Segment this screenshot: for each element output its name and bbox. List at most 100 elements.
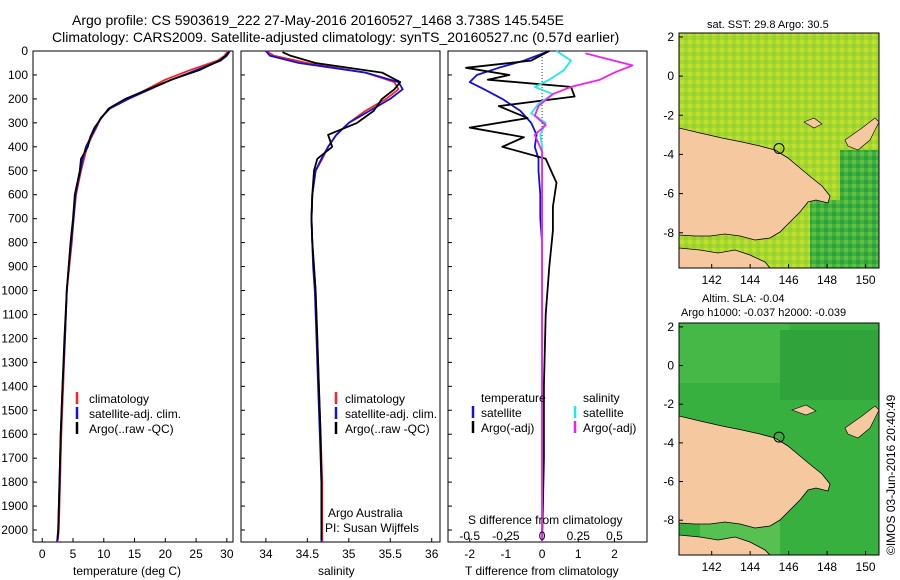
map-x-tick-label: 150 xyxy=(856,273,876,287)
x-tick-label: 30 xyxy=(220,547,234,561)
legend-label-s-satellite: satellite xyxy=(583,406,624,420)
depth-tick-label: 1800 xyxy=(1,475,28,489)
difference-xlabel-salinity: S difference from climatology xyxy=(468,513,623,527)
credit: ©IMOS 03-Jun-2016 20:40:49 xyxy=(884,394,898,555)
salinity-xlabel: salinity xyxy=(318,564,355,578)
map-y-tick-label: -4 xyxy=(663,147,674,161)
sla-map-subtitle: Argo h1000: -0.037 h2000: -0.039 xyxy=(681,307,846,319)
salinity-panel xyxy=(240,50,441,543)
depth-tick-label: 500 xyxy=(8,164,28,178)
map-x-tick-label: 146 xyxy=(779,560,799,574)
depth-tick-label: 1600 xyxy=(1,427,28,441)
sla-map-frame xyxy=(678,322,880,556)
map-y-tick-label: -2 xyxy=(663,108,674,122)
difference-plot: -2 -1 0 1 2 xyxy=(464,50,634,561)
map-y-tick-label: 0 xyxy=(667,359,674,373)
series-argo xyxy=(56,51,230,540)
map-y-tick-label: -4 xyxy=(663,436,674,450)
difference-salinity-ticks: -0.5 -0.25 0 0.25 0.5 xyxy=(459,529,623,543)
depth-tick-label: 100 xyxy=(8,68,28,82)
map-y-tick-label: -6 xyxy=(663,187,674,201)
x-tick-label: -1 xyxy=(501,547,512,561)
map-x-tick-label: 144 xyxy=(740,273,760,287)
depth-tick-label: 300 xyxy=(8,116,28,130)
sst-map-title: sat. SST: 29.8 Argo: 30.5 xyxy=(707,19,829,31)
series-satellite xyxy=(56,50,231,543)
sla-map-title: Altim. SLA: -0.04 xyxy=(702,293,785,305)
legend-label-climatology: climatology xyxy=(89,392,149,406)
legend-title-salinity: salinity xyxy=(583,391,620,405)
depth-tick-label: 800 xyxy=(8,236,28,250)
depth-tick-label: 0 xyxy=(21,44,28,58)
land-island xyxy=(803,117,823,129)
x-tick-label-salinity: 0.5 xyxy=(606,529,623,543)
x-tick-label-salinity: -0.5 xyxy=(459,529,480,543)
series-satellite xyxy=(265,50,404,542)
x-tick-label: 20 xyxy=(159,547,173,561)
map-y-tick-label: 2 xyxy=(667,30,674,44)
legend-label-climatology: climatology xyxy=(345,392,405,406)
legend-label-s-argo: Argo(-adj) xyxy=(583,421,636,435)
map-y-tick-label: -8 xyxy=(663,226,674,240)
salinity-annotation-2: PI: Susan Wijffels xyxy=(325,521,419,535)
depth-tick-label: 400 xyxy=(8,140,28,154)
depth-tick-label: 1100 xyxy=(2,307,28,321)
x-tick-label: 5 xyxy=(70,547,77,561)
x-tick-label: 1 xyxy=(575,547,582,561)
land-new-britain xyxy=(844,405,879,439)
map-y-tick-label: -2 xyxy=(663,397,674,411)
header-line-2: Climatology: CARS2009. Satellite-adjuste… xyxy=(52,29,619,45)
depth-tick-label: 1000 xyxy=(1,284,28,298)
x-tick-label: 15 xyxy=(128,547,142,561)
depth-tick-label: 600 xyxy=(8,188,28,202)
sst-map-frame xyxy=(678,32,880,269)
land-island xyxy=(791,404,817,416)
salinity-legend: climatology satellite-adj. clim. Argo(..… xyxy=(334,392,437,436)
depth-tick-label: 1900 xyxy=(1,499,28,513)
depth-tick-label: 1400 xyxy=(1,379,28,393)
depth-tick-label: 2000 xyxy=(1,523,28,537)
salinity-annotation-1: Argo Australia xyxy=(328,506,403,520)
sla-map-ticks: 142 144 146 148 150 2 0 -2 -4 -6 -8 xyxy=(663,320,876,574)
map-y-tick-label: 0 xyxy=(667,69,674,83)
depth-tick-label: 200 xyxy=(8,92,28,106)
legend-label-argo: Argo(..raw -QC) xyxy=(89,422,174,436)
map-y-tick-label: -6 xyxy=(663,475,674,489)
map-x-tick-label: 142 xyxy=(702,560,722,574)
x-tick-label: 10 xyxy=(97,547,111,561)
map-x-tick-label: 150 xyxy=(856,560,876,574)
temperature-plot: 0 5 10 15 20 25 30 xyxy=(39,50,234,561)
series-t-satellite xyxy=(468,50,550,542)
map-x-tick-label: 142 xyxy=(702,273,722,287)
x-tick-label: 36 xyxy=(425,547,439,561)
series-s-satellite xyxy=(530,50,572,542)
sst-map-field xyxy=(679,33,879,268)
sst-map-ticks: 142 144 146 148 150 2 0 -2 -4 -6 -8 xyxy=(663,30,876,287)
legend-label-argo: Argo(..raw -QC) xyxy=(345,422,430,436)
depth-tick-label: 1200 xyxy=(1,331,28,345)
x-tick-label: 34 xyxy=(259,547,273,561)
header-line-1: Argo profile: CS 5903619_222 27-May-2016… xyxy=(72,12,564,28)
temperature-legend: climatology satellite-adj. clim. Argo(..… xyxy=(75,392,181,436)
x-tick-label: 34.5 xyxy=(296,547,320,561)
x-tick-label: 25 xyxy=(189,547,203,561)
land-new-guinea xyxy=(679,415,831,529)
x-tick-label-salinity: 0.25 xyxy=(567,529,591,543)
x-tick-label: 35.5 xyxy=(379,547,403,561)
depth-tick-label: 1700 xyxy=(1,451,28,465)
map-y-tick-label: -8 xyxy=(663,513,674,527)
map-y-tick-label: 2 xyxy=(667,320,674,334)
series-t-argo xyxy=(465,50,576,543)
map-x-tick-label: 148 xyxy=(817,560,837,574)
difference-legend: temperature salinity satellite Argo(-adj… xyxy=(471,391,636,435)
sst-argo-marker xyxy=(773,143,785,155)
temperature-panel xyxy=(32,50,234,543)
series-s-argo xyxy=(533,52,634,542)
map-x-tick-label: 148 xyxy=(817,273,837,287)
land-australia xyxy=(679,534,771,555)
depth-tick-label: 1500 xyxy=(1,403,28,417)
map-x-tick-label: 146 xyxy=(779,273,799,287)
temperature-xlabel: temperature (deg C) xyxy=(73,564,181,578)
map-x-tick-label: 144 xyxy=(740,560,760,574)
